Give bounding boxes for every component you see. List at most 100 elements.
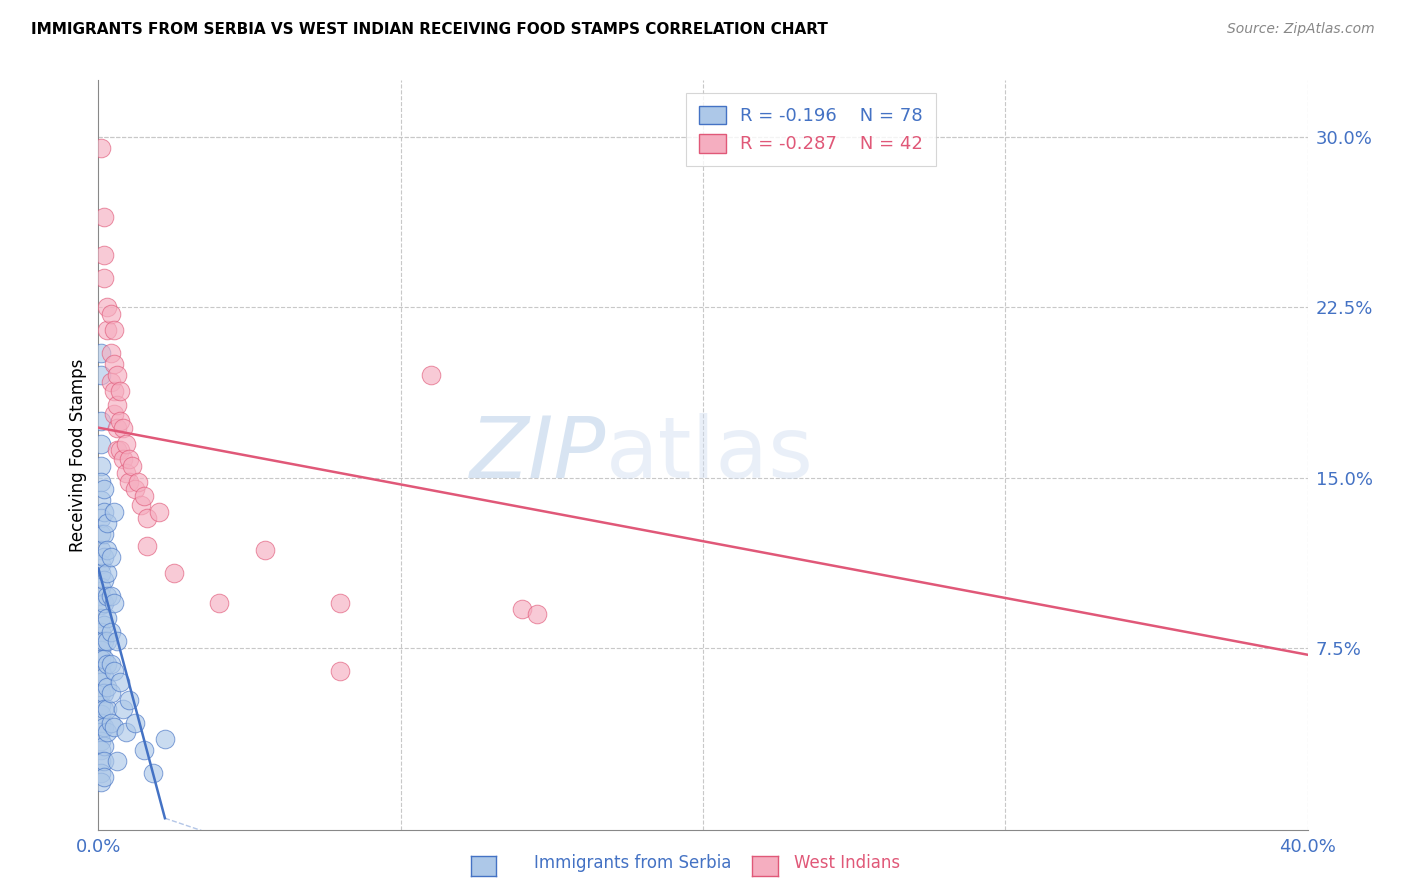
Text: West Indians: West Indians <box>794 854 900 871</box>
Point <box>93 686 115 700</box>
Point <box>100 307 122 321</box>
Point <box>93 527 115 541</box>
Point <box>90 743 112 757</box>
Point <box>420 368 443 383</box>
Point <box>100 686 122 700</box>
Y-axis label: Receiving Food Stamps: Receiving Food Stamps <box>69 359 87 551</box>
Point <box>93 210 115 224</box>
Point <box>96 589 118 603</box>
Point <box>90 345 112 359</box>
Point <box>90 634 112 648</box>
Point <box>96 566 118 580</box>
Point <box>93 634 115 648</box>
Point <box>135 539 157 553</box>
Point <box>90 580 112 594</box>
Text: Source: ZipAtlas.com: Source: ZipAtlas.com <box>1227 22 1375 37</box>
Point <box>90 436 112 450</box>
Point <box>96 634 118 648</box>
Point <box>208 595 231 609</box>
Point <box>103 407 125 421</box>
Point <box>100 625 122 640</box>
Point <box>90 698 112 712</box>
Point <box>90 664 112 678</box>
Point <box>96 543 118 558</box>
Point <box>90 368 112 383</box>
Point <box>90 475 112 490</box>
Point <box>526 607 548 621</box>
Point <box>105 398 128 412</box>
Point <box>90 511 112 525</box>
Point <box>111 702 134 716</box>
Point <box>103 664 125 678</box>
Point <box>132 743 155 757</box>
Point <box>90 543 112 558</box>
Point <box>96 323 118 337</box>
Point <box>93 652 115 666</box>
Point <box>90 625 112 640</box>
Point <box>90 557 112 571</box>
Point <box>105 420 128 434</box>
Point <box>118 452 141 467</box>
Point <box>129 498 152 512</box>
Point <box>124 715 146 730</box>
Point <box>96 702 118 716</box>
Point <box>90 141 112 155</box>
Point <box>108 675 131 690</box>
Text: Immigrants from Serbia: Immigrants from Serbia <box>534 854 731 871</box>
Point <box>103 384 125 399</box>
Point <box>105 443 128 458</box>
Point <box>103 595 125 609</box>
Point <box>93 720 115 734</box>
Point <box>93 270 115 285</box>
Point <box>103 505 125 519</box>
Point <box>253 543 276 558</box>
Point <box>96 611 118 625</box>
Point <box>114 725 136 739</box>
Point <box>90 765 112 780</box>
Point <box>93 573 115 587</box>
Point <box>153 731 176 746</box>
Point <box>142 765 165 780</box>
Point <box>100 345 122 359</box>
Point <box>90 775 112 789</box>
Point <box>114 466 136 480</box>
Point <box>90 755 112 769</box>
Text: IMMIGRANTS FROM SERBIA VS WEST INDIAN RECEIVING FOOD STAMPS CORRELATION CHART: IMMIGRANTS FROM SERBIA VS WEST INDIAN RE… <box>31 22 828 37</box>
Point <box>96 301 118 315</box>
Point <box>93 755 115 769</box>
Point <box>103 720 125 734</box>
Point <box>510 602 533 616</box>
Point <box>90 706 112 721</box>
Point <box>105 755 128 769</box>
Point <box>132 489 155 503</box>
Point <box>90 493 112 508</box>
Point <box>127 475 149 490</box>
Point <box>90 459 112 474</box>
Point <box>121 459 143 474</box>
Point <box>108 384 131 399</box>
Point <box>93 770 115 784</box>
Point <box>105 368 128 383</box>
Point <box>96 657 118 671</box>
Point <box>93 702 115 716</box>
Point <box>96 680 118 694</box>
Point <box>90 589 112 603</box>
Point <box>114 436 136 450</box>
Text: ZIP: ZIP <box>470 413 606 497</box>
Point <box>90 652 112 666</box>
Point <box>100 376 122 390</box>
Point <box>90 715 112 730</box>
Point <box>329 664 352 678</box>
Point <box>329 595 352 609</box>
Point <box>93 618 115 632</box>
Point <box>108 443 131 458</box>
Point <box>93 482 115 496</box>
Point <box>118 693 141 707</box>
Point <box>124 482 146 496</box>
Point <box>118 475 141 490</box>
Point <box>103 357 125 371</box>
Point <box>108 414 131 428</box>
Point <box>90 566 112 580</box>
Point <box>93 505 115 519</box>
Point <box>90 734 112 748</box>
